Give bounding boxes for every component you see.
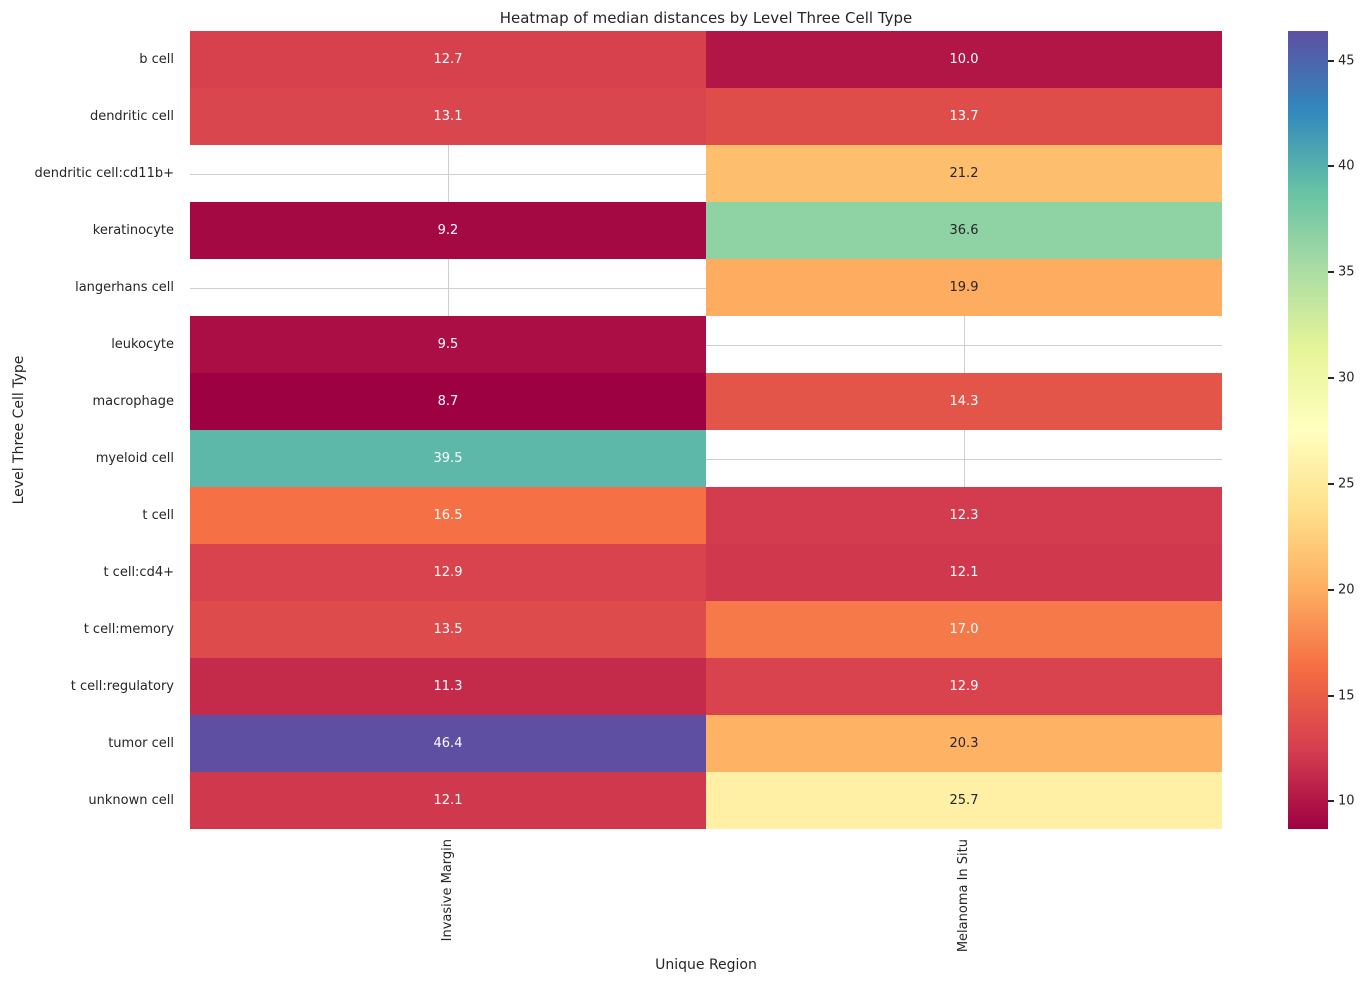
- cell-value: 8.7: [437, 394, 459, 409]
- heatmap-cell: 11.3: [190, 658, 706, 715]
- empty-cell-gridline-vertical: [964, 430, 965, 487]
- cell-value: 25.7: [949, 793, 979, 808]
- y-tick-label: keratinocyte: [92, 222, 174, 238]
- empty-cell-gridline-vertical: [448, 259, 449, 316]
- chart-title: Heatmap of median distances by Level Thr…: [499, 9, 913, 27]
- heatmap-cell: 8.7: [190, 373, 706, 430]
- colorbar-tick: [1328, 377, 1334, 380]
- cell-value: 9.2: [437, 223, 459, 238]
- heatmap-cell: 9.2: [190, 202, 706, 259]
- heatmap-cell: 14.3: [706, 373, 1222, 430]
- cell-value: 12.1: [949, 565, 979, 580]
- y-tick-label: dendritic cell:cd11b+: [34, 165, 174, 181]
- heatmap-cell: 12.9: [190, 544, 706, 601]
- cell-value: 12.7: [433, 52, 463, 67]
- cell-value: 39.5: [433, 451, 463, 466]
- heatmap-cell: 12.9: [706, 658, 1222, 715]
- heatmap-cell: 12.3: [706, 487, 1222, 544]
- cell-value: 9.5: [437, 337, 459, 352]
- y-tick-label: leukocyte: [111, 336, 174, 352]
- cell-value: 20.3: [949, 736, 979, 751]
- colorbar-tick: [1328, 482, 1334, 485]
- y-axis-tick-labels: b cell dendritic cell dendritic cell:cd11b…: [0, 31, 182, 829]
- cell-value: 11.3: [433, 679, 463, 694]
- y-tick-label: unknown cell: [88, 792, 174, 808]
- x-tick-label: Invasive Margin: [440, 839, 455, 942]
- colorbar-tick: [1328, 588, 1334, 591]
- heatmap-cell: 21.2: [706, 145, 1222, 202]
- cell-value: 17.0: [949, 622, 979, 637]
- cell-value: 12.3: [949, 508, 979, 523]
- y-tick-label: tumor cell: [108, 735, 174, 751]
- heatmap-cell: 19.9: [706, 259, 1222, 316]
- y-tick-label: t cell:memory: [83, 621, 174, 637]
- heatmap-cell: 13.7: [706, 88, 1222, 145]
- heatmap-cell: 17.0: [706, 601, 1222, 658]
- empty-cell-gridline-vertical: [448, 145, 449, 202]
- colorbar-tick: [1328, 271, 1334, 274]
- heatmap-cell: 25.7: [706, 772, 1222, 829]
- heatmap-cell: 12.7: [190, 31, 706, 88]
- cell-value: 13.7: [949, 109, 979, 124]
- y-tick-label: t cell:cd4+: [103, 564, 174, 580]
- colorbar-tick-label: 35: [1338, 264, 1355, 280]
- colorbar-tick: [1328, 165, 1334, 168]
- x-axis-title: Unique Region: [655, 957, 757, 973]
- colorbar-tick-label: 25: [1338, 476, 1355, 492]
- colorbar-tick-label: 45: [1338, 53, 1355, 69]
- y-tick-label: macrophage: [92, 393, 175, 409]
- heatmap-cell: 9.5: [190, 316, 706, 373]
- y-tick-label: t cell:regulatory: [70, 678, 174, 694]
- heatmap-cell: 39.5: [190, 430, 706, 487]
- heatmap-cell: 46.4: [190, 715, 706, 772]
- heatmap-cell: 20.3: [706, 715, 1222, 772]
- cell-value: 13.5: [433, 622, 463, 637]
- cell-value: 36.6: [949, 223, 979, 238]
- cell-value: 16.5: [433, 508, 463, 523]
- heatmap-cell: 13.1: [190, 88, 706, 145]
- heatmap-cell: 13.5: [190, 601, 706, 658]
- y-tick-label: b cell: [139, 51, 174, 67]
- y-tick-label: langerhans cell: [75, 279, 174, 295]
- colorbar-tick-label: 20: [1338, 582, 1355, 598]
- cell-value: 46.4: [433, 736, 463, 751]
- cell-value: 13.1: [433, 109, 463, 124]
- cell-value: 21.2: [949, 166, 979, 181]
- cell-value: 12.1: [433, 793, 463, 808]
- heatmap-grid: 12.7 10.0 13.1 13.7 21.2 9.2 36.6 19.9 9.5 8.7 14.…: [190, 31, 1222, 829]
- heatmap-cell: 12.1: [706, 544, 1222, 601]
- colorbar: 10 15 20 25 30 35 40 45: [1288, 31, 1355, 829]
- heatmap-cell: 12.1: [190, 772, 706, 829]
- y-tick-label: t cell: [142, 507, 174, 523]
- heatmap-cell: 16.5: [190, 487, 706, 544]
- y-tick-label: dendritic cell: [89, 108, 174, 124]
- empty-cell-gridline-vertical: [964, 316, 965, 373]
- cell-value: 12.9: [433, 565, 463, 580]
- heatmap-cell: 10.0: [706, 31, 1222, 88]
- y-tick-label: myeloid cell: [95, 450, 174, 466]
- x-tick-label: Melanoma In Situ: [956, 839, 971, 953]
- colorbar-tick-label: 30: [1338, 370, 1355, 386]
- colorbar-tick-label: 40: [1338, 158, 1355, 174]
- cell-value: 14.3: [949, 394, 979, 409]
- colorbar-tick-label: 15: [1338, 688, 1355, 704]
- colorbar-tick: [1328, 59, 1334, 62]
- heatmap-cell: 36.6: [706, 202, 1222, 259]
- colorbar-tick: [1328, 800, 1334, 803]
- colorbar-tick-label: 10: [1338, 793, 1355, 809]
- cell-value: 19.9: [949, 280, 979, 295]
- cell-value: 10.0: [949, 52, 979, 67]
- cell-value: 12.9: [949, 679, 979, 694]
- colorbar-tick: [1328, 694, 1334, 697]
